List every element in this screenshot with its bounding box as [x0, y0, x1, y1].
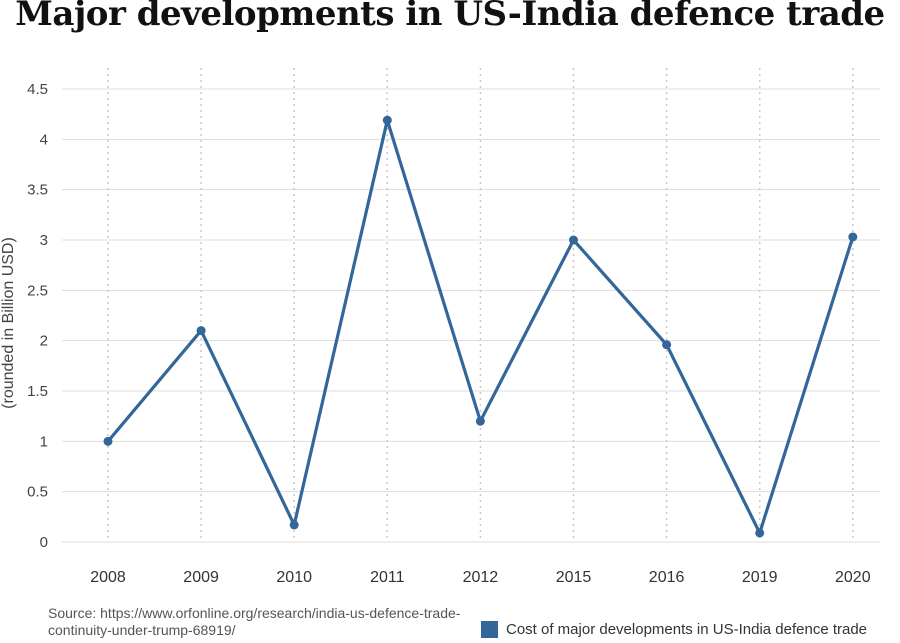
- x-axis-ticks: 2008 2009 2010 2011 2012 2015 2016 2019 2020: [90, 569, 870, 586]
- x-tick-label: 2016: [649, 569, 685, 586]
- y-tick-label: 3: [40, 232, 48, 249]
- y-tick-label: 1.5: [27, 383, 48, 400]
- y-tick-label: 2.5: [27, 282, 48, 299]
- y-axis-ticks: 0 0.5 1 1.5 2 2.5 3 3.5 4 4.5: [27, 81, 48, 551]
- y-tick-label: 4: [40, 131, 48, 148]
- x-tick-label: 2012: [463, 569, 499, 586]
- x-tick-label: 2019: [742, 569, 778, 586]
- x-tick-label: 2010: [276, 569, 312, 586]
- data-point: [848, 232, 858, 242]
- horizontal-gridlines: [62, 88, 880, 543]
- y-tick-label: 4.5: [27, 81, 48, 98]
- x-tick-label: 2011: [370, 569, 405, 586]
- x-tick-label: 2008: [90, 569, 126, 586]
- x-tick-label: 2015: [556, 569, 592, 586]
- y-tick-label: 0.5: [27, 484, 48, 501]
- data-point: [103, 436, 113, 446]
- legend: Cost of major developments in US-India d…: [481, 621, 867, 638]
- y-axis-label: (rounded in Billion USD): [0, 237, 17, 409]
- y-tick-label: 3.5: [27, 182, 48, 199]
- legend-label: Cost of major developments in US-India d…: [506, 621, 868, 638]
- y-tick-label: 1: [40, 433, 48, 450]
- source-note: Source: https://www.orfonline.org/resear…: [48, 605, 461, 638]
- data-point: [475, 416, 485, 426]
- vertical-gridlines: [107, 68, 854, 542]
- data-point: [569, 235, 578, 245]
- data-point: [196, 326, 206, 336]
- legend-swatch: [481, 621, 498, 638]
- data-point: [755, 528, 765, 538]
- data-point: [382, 115, 392, 125]
- data-point: [662, 340, 672, 350]
- y-tick-label: 0: [40, 534, 48, 551]
- y-tick-label: 2: [40, 333, 48, 350]
- x-tick-label: 2020: [835, 569, 871, 586]
- chart-title: Major developments in US-India defence t…: [15, 0, 885, 34]
- x-tick-label: 2009: [183, 569, 219, 586]
- data-point: [289, 520, 299, 530]
- series-group: [103, 114, 858, 538]
